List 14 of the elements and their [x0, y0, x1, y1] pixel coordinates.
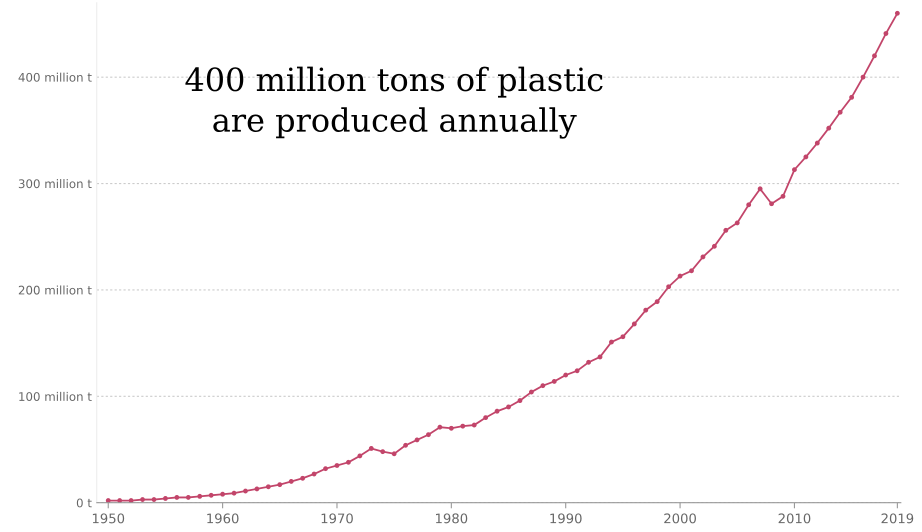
x-tick-label: 1990 [550, 513, 582, 524]
x-tick-label: 1970 [322, 513, 353, 524]
y-tick-label: 200 million t [18, 285, 92, 295]
x-tick-label: 2010 [778, 513, 810, 524]
y-tick-label: 0 t [76, 498, 92, 508]
x-tick-label: 1960 [207, 513, 239, 524]
x-tick-label: 2000 [664, 513, 696, 524]
x-tick-label: 2019 [882, 513, 914, 524]
x-tick-label: 1980 [436, 513, 468, 524]
y-tick-label: 300 million t [18, 179, 92, 188]
annotation: 400 million tons of plastic are produced annually [185, 66, 603, 139]
x-tick-label: 1950 [92, 513, 124, 524]
y-tick-label: 100 million t [19, 392, 92, 401]
y-tick-label: 400 million t [18, 72, 92, 82]
